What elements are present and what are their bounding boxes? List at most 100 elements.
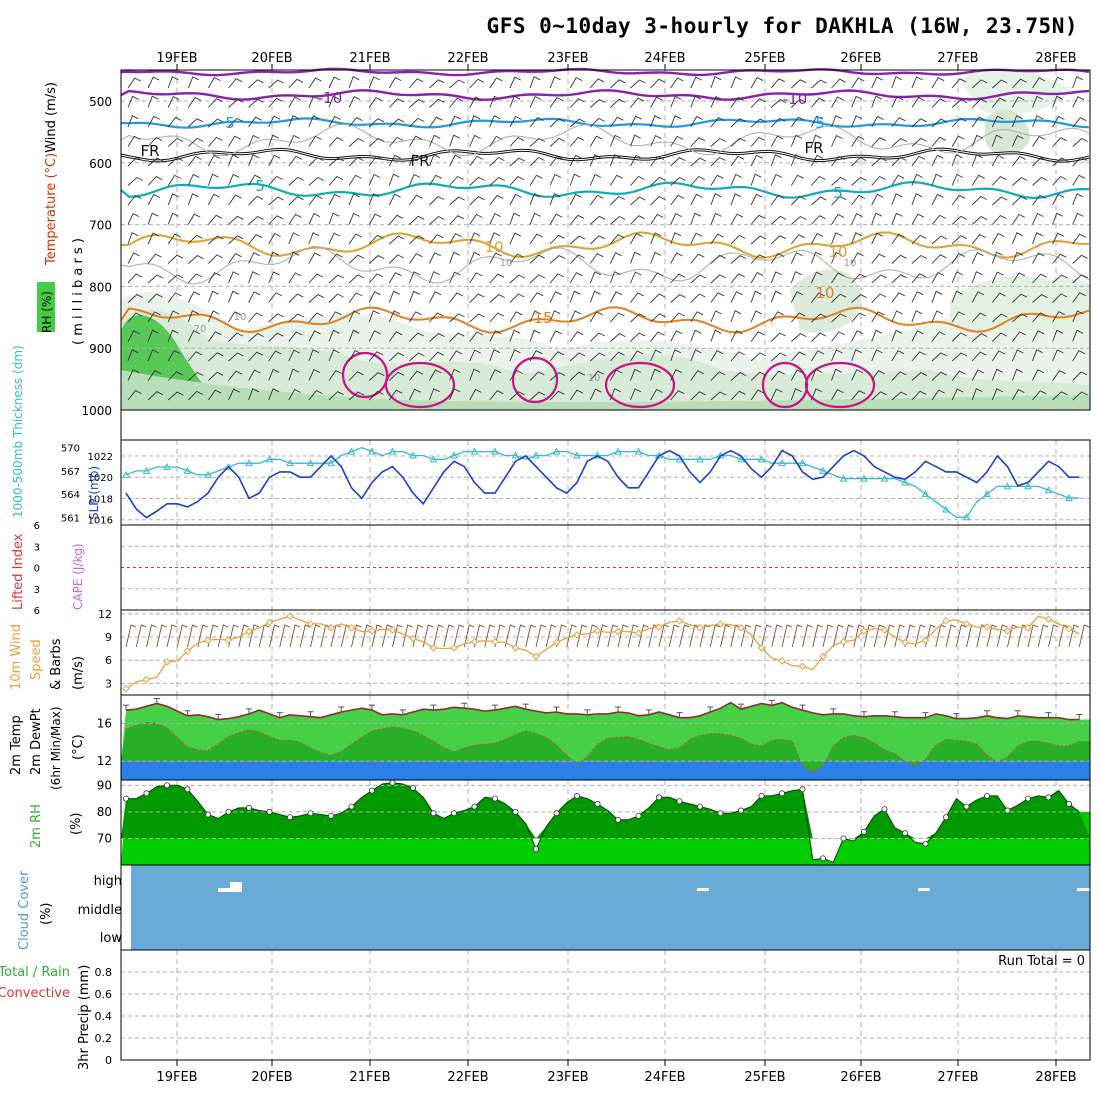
wind-barb — [248, 271, 259, 284]
wind-barb — [931, 389, 945, 401]
wind-barb — [690, 95, 702, 108]
wind-barb — [630, 271, 642, 284]
wind-barb — [670, 176, 686, 186]
wind-barb — [569, 310, 582, 323]
wind-barb — [509, 329, 521, 342]
wind-barb — [951, 173, 964, 186]
rh-point — [286, 814, 293, 821]
wind-barb — [127, 77, 142, 89]
rh-point — [902, 830, 909, 837]
wind-barb — [790, 154, 802, 167]
wind-barb — [147, 157, 164, 167]
date-label-top: 21FEB — [349, 51, 390, 66]
thickness-point — [860, 474, 868, 482]
wind-barb — [388, 77, 402, 89]
wind-barb — [489, 135, 503, 147]
cloud-level-label: low — [100, 931, 123, 946]
rh-point — [327, 812, 334, 819]
wind-barb — [504, 624, 516, 648]
wind-barb — [791, 624, 803, 648]
wind-barb — [288, 251, 300, 264]
wind-barb — [1072, 391, 1088, 401]
wind-barb — [730, 137, 747, 147]
wind-barb — [1032, 157, 1048, 167]
wind-barb — [851, 232, 863, 245]
date-label-bottom: 21FEB — [349, 1070, 390, 1085]
wind-barb — [176, 624, 188, 648]
wind-barb — [650, 213, 664, 225]
wind-barb — [248, 215, 264, 225]
wind-barb — [1032, 312, 1047, 323]
wind-barb — [388, 154, 402, 167]
wind-barb — [348, 371, 364, 381]
wind-barb — [187, 155, 202, 167]
wind-barb — [449, 115, 462, 128]
wind-barb — [650, 176, 666, 186]
wind-barb — [368, 273, 384, 284]
wind-barb — [971, 98, 988, 108]
wind-barb — [248, 624, 260, 648]
wind-barb — [670, 95, 682, 108]
wind-barb — [549, 351, 565, 362]
wind-barb — [187, 193, 199, 206]
wind-barb — [891, 117, 906, 128]
temp-minmax-bar — [615, 706, 621, 712]
thickness-point — [511, 451, 520, 459]
upper-axis-label: Temperature (°C)Wind (m/s) — [44, 82, 59, 266]
wind-barb — [831, 389, 844, 401]
wind-barb — [971, 251, 984, 264]
thickness-point — [163, 463, 171, 471]
wind-barb — [851, 294, 867, 303]
wind-barb — [409, 370, 424, 381]
slp-tick: 1018 — [88, 494, 113, 505]
wind-barb — [650, 313, 666, 323]
wind-barb — [851, 330, 864, 342]
wind-barb — [871, 193, 884, 206]
slp-tick: 1020 — [88, 473, 113, 484]
date-label-top: 26FEB — [840, 51, 881, 66]
wind-label-unit: (m/s) — [71, 656, 86, 690]
wind-barb — [1058, 624, 1069, 648]
wind-barb — [650, 134, 662, 147]
wind-barb — [609, 134, 622, 147]
wind-barb — [429, 388, 440, 401]
wind-label-b: Speed — [29, 639, 44, 680]
wind-barb — [586, 624, 598, 648]
contour-label: -10 — [318, 89, 343, 107]
wind-barb — [710, 329, 722, 342]
wind-barb — [449, 368, 461, 381]
temp-contour-20 — [511, 356, 559, 404]
wind-barb — [1052, 137, 1068, 147]
wind-barb — [730, 273, 745, 284]
temp-minmax-bar — [307, 711, 314, 717]
rh-point — [184, 786, 191, 793]
wind-barb — [1052, 212, 1063, 225]
contour-label: 10 — [815, 284, 834, 302]
wind-barb — [750, 173, 762, 186]
wind-barb — [951, 311, 965, 323]
wind-barb — [1032, 77, 1046, 89]
wind-barb — [1012, 213, 1026, 225]
wind-barb — [167, 292, 182, 303]
wind-barb — [1032, 176, 1048, 186]
wind-barb — [871, 391, 887, 401]
wind-barb — [228, 370, 243, 381]
wind-barb — [167, 329, 179, 342]
wind-barb — [167, 137, 184, 147]
wind-barb — [851, 252, 864, 264]
wind-barb — [931, 331, 946, 342]
wind-barb — [740, 624, 752, 648]
wind-barb — [971, 234, 986, 245]
wind-barb — [489, 252, 502, 264]
thickness-point — [593, 451, 602, 459]
wind-barb — [248, 351, 264, 362]
wind-barb — [951, 215, 968, 225]
date-label-top: 23FEB — [547, 51, 588, 66]
wind-barb — [750, 154, 763, 167]
wind-barb — [1012, 196, 1028, 206]
wind-barb — [911, 193, 923, 206]
temp-minmax-bar — [861, 711, 867, 717]
wind-barb — [730, 291, 743, 303]
wind-barb — [248, 174, 262, 186]
wind-barb — [509, 274, 526, 284]
